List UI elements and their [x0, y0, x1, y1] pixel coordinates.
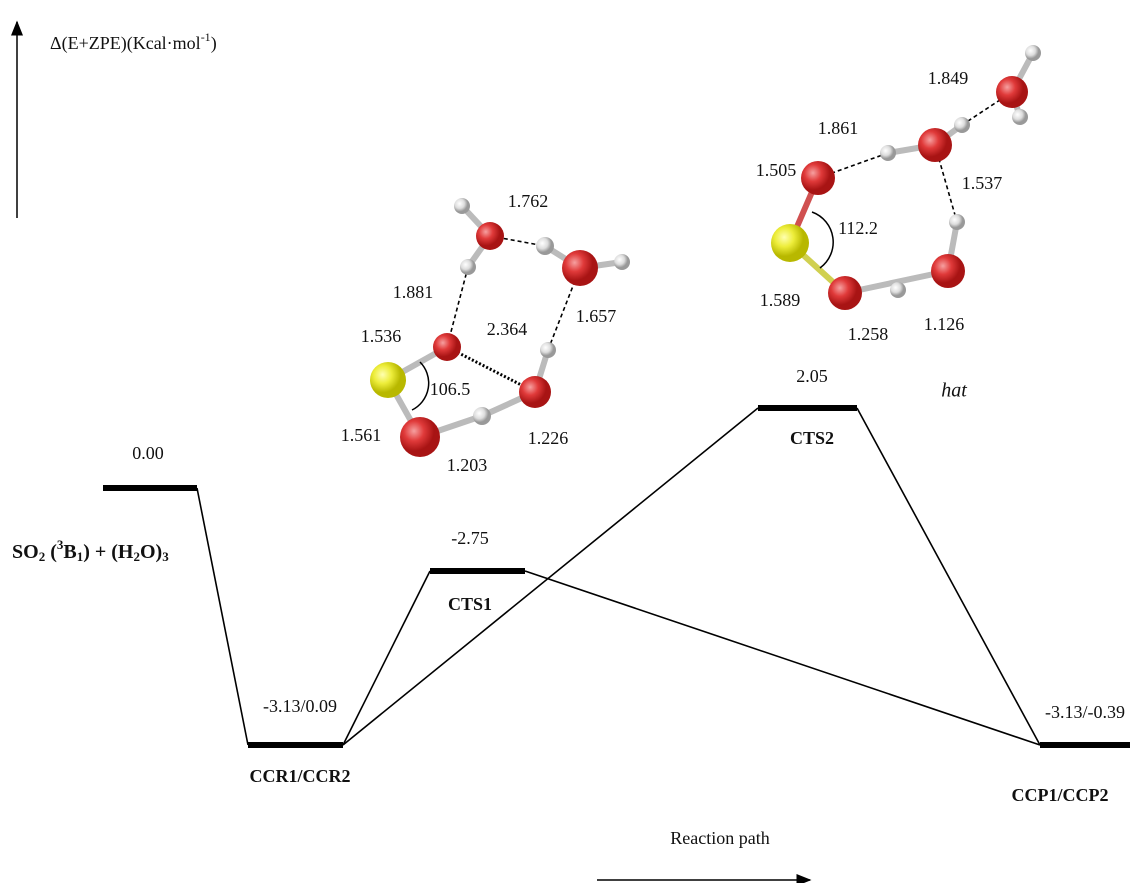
- axis-label: Δ(E+ZPE)(Kcal·mol-1): [50, 30, 217, 54]
- bond-label: 1.589: [760, 290, 801, 310]
- bond-label: 1.536: [361, 326, 402, 346]
- energy-label: 0.00: [132, 443, 164, 463]
- connectors: [197, 408, 1040, 745]
- bond-label: 1.126: [924, 314, 965, 334]
- level-name: CTS1: [448, 594, 492, 614]
- bond-label: 1.203: [447, 455, 488, 475]
- bond-label: 112.2: [838, 218, 878, 238]
- energy-label: -3.13/-0.39: [1045, 702, 1125, 722]
- bond-label: 2.364: [487, 319, 528, 339]
- energy-label: -3.13/0.09: [263, 696, 337, 716]
- structure-tag: hat: [941, 380, 967, 402]
- bond-label: 1.258: [848, 324, 889, 344]
- bond-label: 1.849: [928, 68, 969, 88]
- bond-label: 1.226: [528, 428, 569, 448]
- bond-label: 1.861: [818, 118, 859, 138]
- level-name: CCR1/CCR2: [250, 766, 351, 786]
- bond-label: 1.881: [393, 282, 434, 302]
- level-name: CTS2: [790, 428, 834, 448]
- bond-label: 1.657: [576, 306, 617, 326]
- reactant-label: SO2 (3B1) + (H2O)3: [12, 537, 169, 564]
- x-label: Reaction path: [670, 828, 769, 848]
- bond-label: 1.561: [341, 425, 382, 445]
- bond-label: 1.505: [756, 160, 797, 180]
- level-name: CCP1/CCP2: [1012, 785, 1109, 805]
- bond-label: 1.762: [508, 191, 549, 211]
- bond-label: 106.5: [430, 379, 471, 399]
- energy-diagram: Δ(E+ZPE)(Kcal·mol-1) Reaction path 0.00 …: [0, 0, 1142, 883]
- energy-label: -2.75: [451, 528, 489, 548]
- bond-label: 1.537: [962, 173, 1003, 193]
- energy-label: 2.05: [796, 366, 828, 386]
